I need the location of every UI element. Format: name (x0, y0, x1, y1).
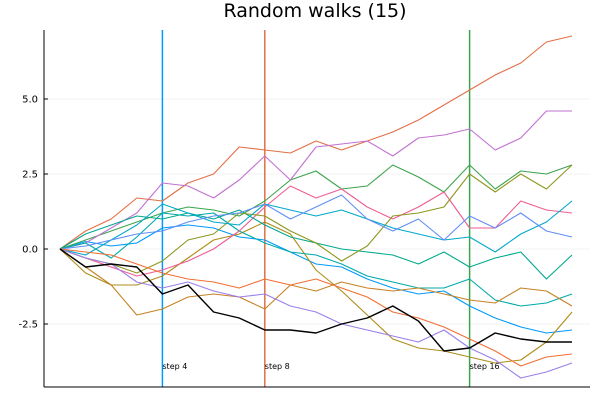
series-lines (59, 35, 573, 379)
series-line-10 (59, 164, 573, 274)
series-line-13 (59, 194, 573, 250)
series-line-5 (59, 221, 573, 364)
grid-lines (44, 98, 590, 325)
vline-annotations: step 4 step 8 step 16 (162, 362, 499, 371)
series-line-4 (59, 110, 572, 250)
series-line-1 (59, 224, 573, 334)
series-line-11 (59, 200, 573, 256)
series-line-15 (59, 248, 572, 352)
y-tick-label: 5.0 (22, 95, 38, 106)
y-tick-label: 2.5 (22, 170, 38, 181)
vline-label-step-4: step 4 (162, 362, 187, 371)
vline-label-step-8: step 8 (265, 362, 290, 371)
y-ticks: 5.0 2.5 0.0 -2.5 (18, 95, 48, 331)
axes (43, 30, 590, 388)
series-line-2 (59, 35, 573, 250)
series-line-14 (59, 248, 573, 367)
chart-title: Random walks (15) (223, 0, 406, 22)
series-line-7 (59, 185, 573, 277)
y-tick-label: -2.5 (18, 320, 38, 331)
series-line-12 (59, 248, 573, 379)
series-line-3 (59, 164, 573, 250)
y-tick-label: 0.0 (22, 245, 38, 256)
vline-label-step-16: step 16 (470, 362, 500, 371)
series-line-8 (59, 248, 573, 316)
series-line-6 (59, 212, 573, 307)
series-line-9 (59, 209, 573, 280)
